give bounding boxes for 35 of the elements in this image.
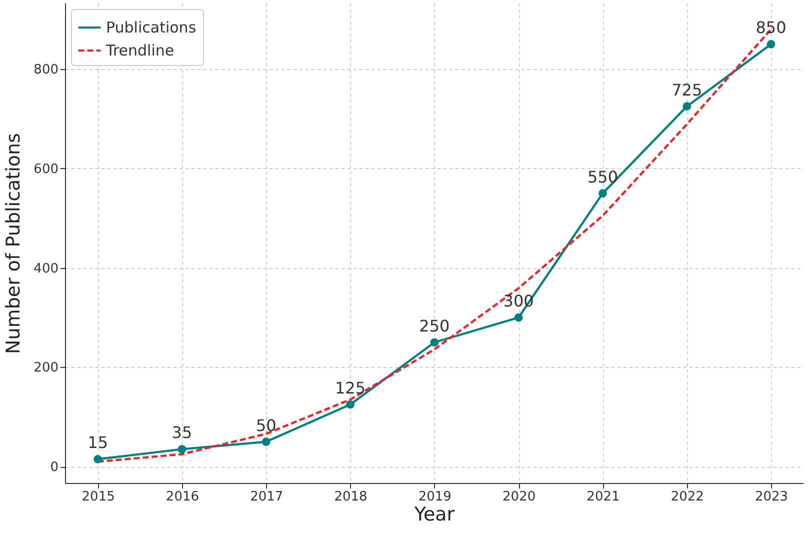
data-label: 550 <box>587 167 618 186</box>
point <box>598 189 607 198</box>
x-tick-label: 2022 <box>670 490 704 504</box>
legend-label: Trendline <box>105 42 174 60</box>
y-tick-label: 800 <box>34 62 58 78</box>
x-tick-label: 2016 <box>166 490 200 504</box>
x-tick-label: 2019 <box>418 490 452 504</box>
x-tick-label: 2023 <box>754 490 788 504</box>
point <box>514 313 523 322</box>
data-label: 125 <box>334 378 366 398</box>
point <box>430 338 439 347</box>
y-tick-label: 600 <box>34 162 58 177</box>
y-tick-label: 200 <box>34 360 58 376</box>
x-tick-label: 2018 <box>334 490 368 504</box>
point <box>346 400 354 409</box>
data-label: 850 <box>756 18 786 38</box>
x-axis-title: Year <box>413 504 455 526</box>
y-tick-label: 0 <box>50 460 58 476</box>
y-axis-title: Number of Publications <box>2 133 25 354</box>
legend-label: Publications <box>106 18 196 36</box>
data-label: 250 <box>419 316 450 336</box>
point <box>682 102 692 111</box>
data-label: 725 <box>672 80 702 100</box>
x-tick-label: 2017 <box>250 490 284 504</box>
point <box>766 40 776 48</box>
y-tick-label: 400 <box>34 261 58 276</box>
data-label: 15 <box>88 433 108 452</box>
data-label: 35 <box>172 423 192 442</box>
x-tick-label: 2020 <box>502 490 536 504</box>
point <box>262 438 270 446</box>
x-tick-label: 2015 <box>82 490 115 504</box>
point <box>94 454 102 464</box>
data-label: 50 <box>256 416 276 435</box>
x-tick-label: 2021 <box>586 490 620 504</box>
point <box>178 445 186 454</box>
